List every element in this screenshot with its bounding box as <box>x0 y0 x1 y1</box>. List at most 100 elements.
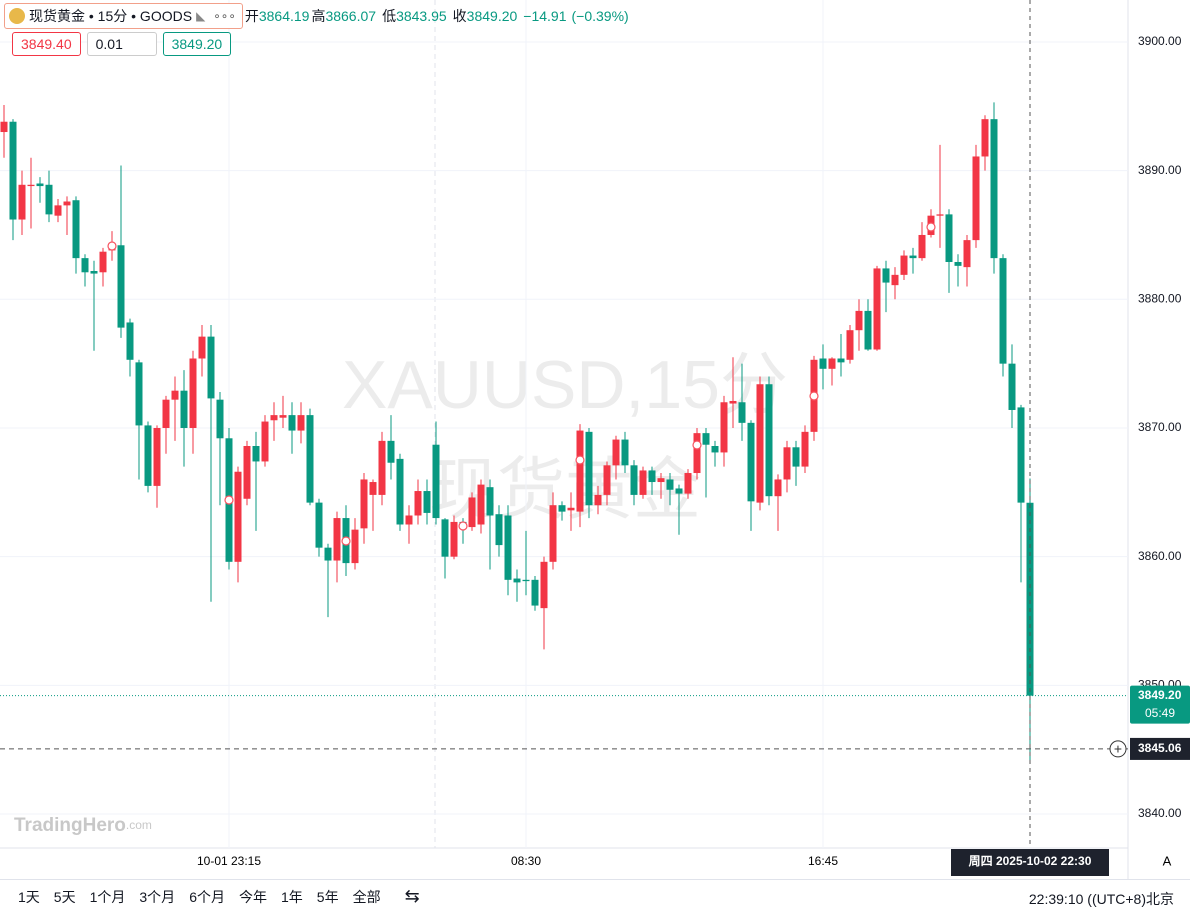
flag-icon[interactable]: ◣ <box>196 9 206 23</box>
low-value: 3843.95 <box>396 8 447 24</box>
candle-body <box>864 310 872 350</box>
range-button[interactable]: 1个月 <box>89 888 126 905</box>
candle-body <box>504 515 512 580</box>
range-button[interactable]: 3个月 <box>139 888 176 905</box>
range-button[interactable]: 今年 <box>238 888 267 905</box>
last-price-label: 3849.20 <box>1138 688 1182 702</box>
candle-body <box>81 258 89 273</box>
candle-body <box>405 515 413 525</box>
candle-body <box>621 439 629 466</box>
candle-body <box>27 184 35 187</box>
event-marker[interactable] <box>458 521 468 531</box>
candle-body <box>657 478 665 483</box>
candle-body <box>873 268 881 350</box>
candle-body <box>63 201 71 206</box>
candle-body <box>45 184 53 215</box>
candle-body <box>270 415 278 421</box>
candle-body <box>99 251 107 273</box>
candle-body <box>216 399 224 439</box>
candle-body <box>855 310 863 331</box>
candle-body <box>684 473 692 494</box>
candle-body <box>189 358 197 428</box>
candle-body <box>306 415 314 503</box>
event-marker[interactable] <box>341 536 351 546</box>
candle-body <box>756 384 764 503</box>
logo-suffix: .com <box>126 818 152 832</box>
more-icon[interactable]: ∘∘∘ <box>213 9 236 23</box>
symbol-box[interactable]: 现货黄金 • 15分 • GOODS ◣ ∘∘∘ <box>4 3 243 29</box>
candle-body <box>0 121 8 133</box>
candle-body <box>747 422 755 502</box>
watermark-symbol: XAUUSD,15分 <box>342 347 788 423</box>
candle-body <box>207 336 215 399</box>
event-marker[interactable] <box>692 440 702 450</box>
candle-body <box>999 258 1007 364</box>
range-button[interactable]: 1天 <box>18 888 40 905</box>
candle-body <box>711 446 719 453</box>
event-marker[interactable] <box>926 222 936 232</box>
y-tick-label: 3900.00 <box>1138 34 1182 48</box>
candle-body <box>774 479 782 497</box>
add-alert-button[interactable] <box>1109 740 1127 758</box>
range-button[interactable]: 5天 <box>53 888 76 905</box>
y-tick-label: 3860.00 <box>1138 549 1182 563</box>
candle-body <box>576 430 584 512</box>
legend: 现货黄金 • 15分 • GOODS ◣ ∘∘∘ 开 3864.19 高 3866.07… <box>4 3 629 29</box>
auto-scale-button[interactable]: A <box>1163 853 1172 868</box>
candle-body <box>72 200 80 259</box>
candle-body <box>441 519 449 557</box>
candle-body <box>288 415 296 431</box>
change-pct: (−0.39%) <box>571 8 629 24</box>
high-label: 高 <box>311 8 326 24</box>
event-marker[interactable] <box>809 391 819 401</box>
x-tick-label: 08:30 <box>511 854 541 868</box>
buy-button[interactable]: 3849.20 <box>162 32 232 56</box>
candle-body <box>117 245 125 328</box>
candle-body <box>297 415 305 431</box>
event-marker[interactable] <box>575 455 585 465</box>
close-label: 收 <box>452 8 467 24</box>
y-tick-label: 3870.00 <box>1138 420 1182 434</box>
logo: TradingHero.com <box>14 815 152 836</box>
candle-body <box>891 274 899 286</box>
candle-body <box>666 479 674 490</box>
candle-body <box>720 402 728 453</box>
event-markers <box>107 222 936 546</box>
x-tick-label: 10-01 23:15 <box>197 854 261 868</box>
y-tick-label: 3880.00 <box>1138 291 1182 305</box>
candle-body <box>378 440 386 495</box>
candle-body <box>54 205 62 216</box>
range-button[interactable]: 6个月 <box>189 888 225 905</box>
event-marker[interactable] <box>107 241 117 251</box>
candle-body <box>990 119 998 259</box>
candle-body <box>801 431 809 467</box>
candle-body <box>36 183 44 187</box>
quantity-input[interactable]: 0.01 <box>86 32 157 56</box>
range-button[interactable]: 全部 <box>352 888 381 905</box>
candle-body <box>945 214 953 262</box>
event-marker[interactable] <box>224 495 234 505</box>
candle-body <box>585 431 593 506</box>
candle-body <box>522 579 530 582</box>
range-button[interactable]: 1年 <box>280 888 303 905</box>
open-label: 开 <box>244 8 259 24</box>
crosshair-price-label: 3845.06 <box>1138 741 1182 755</box>
clock[interactable]: 22:39:10 ((UTC+8)北京 <box>1028 891 1174 907</box>
x-tick-label: 16:45 <box>808 854 838 868</box>
candle-body <box>639 470 647 495</box>
candle-body <box>387 440 395 463</box>
candle-body <box>648 470 656 483</box>
candle-body <box>963 240 971 268</box>
candle-body <box>918 234 926 259</box>
candle-body <box>828 358 836 369</box>
candle-body <box>693 433 701 474</box>
candle-body <box>333 518 341 561</box>
candle-body <box>531 579 539 606</box>
candle-body <box>837 358 845 363</box>
crosshair-price-box <box>1130 737 1190 760</box>
candle-body <box>162 399 170 428</box>
crosshair-time-label: 周四 2025-10-02 22:30 <box>969 854 1092 868</box>
date-range-icon[interactable]: ⇆ <box>404 886 420 906</box>
sell-button[interactable]: 3849.40 <box>12 32 81 56</box>
range-button[interactable]: 5年 <box>316 888 339 905</box>
